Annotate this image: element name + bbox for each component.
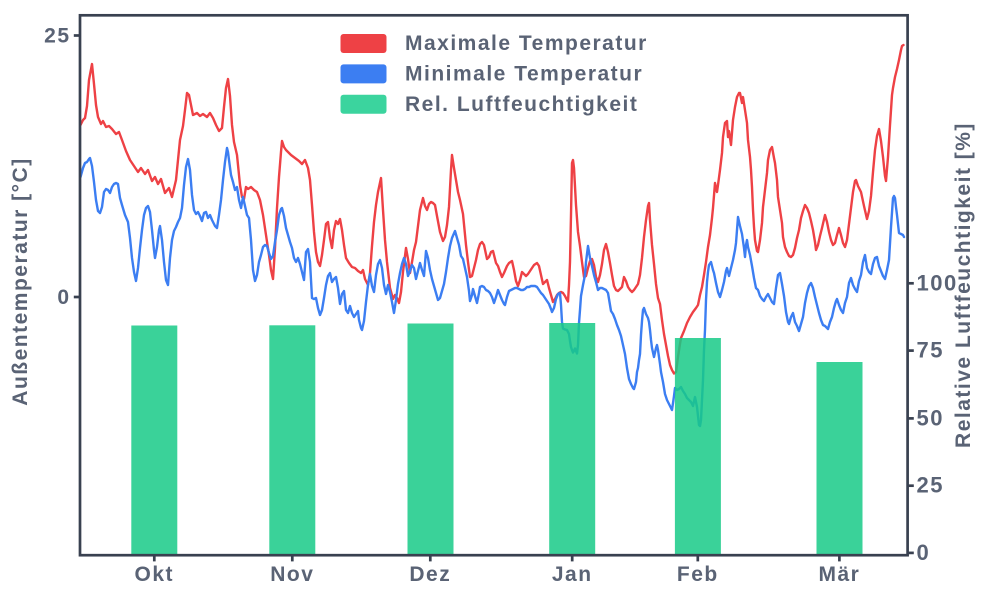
svg-text:Minimale Temperatur: Minimale Temperatur: [405, 62, 643, 85]
svg-text:0: 0: [57, 286, 70, 309]
svg-text:25: 25: [917, 473, 944, 498]
svg-text:Mär: Mär: [818, 563, 860, 586]
svg-text:Jan: Jan: [552, 563, 593, 586]
svg-text:0: 0: [917, 540, 931, 565]
svg-text:100: 100: [917, 270, 958, 295]
svg-text:Dez: Dez: [409, 563, 451, 586]
svg-text:Relative Luftfeuchtigkeit [%]: Relative Luftfeuchtigkeit [%]: [952, 122, 975, 448]
svg-text:Außentemperatur [°C]: Außentemperatur [°C]: [9, 157, 32, 405]
svg-text:Rel. Luftfeuchtigkeit: Rel. Luftfeuchtigkeit: [405, 93, 638, 116]
svg-text:75: 75: [917, 338, 944, 363]
svg-text:25: 25: [44, 25, 70, 48]
svg-text:Okt: Okt: [135, 563, 175, 586]
svg-text:Nov: Nov: [270, 563, 314, 586]
svg-text:Maximale Temperatur: Maximale Temperatur: [405, 32, 648, 55]
svg-text:50: 50: [917, 405, 944, 430]
svg-text:Feb: Feb: [677, 563, 719, 586]
